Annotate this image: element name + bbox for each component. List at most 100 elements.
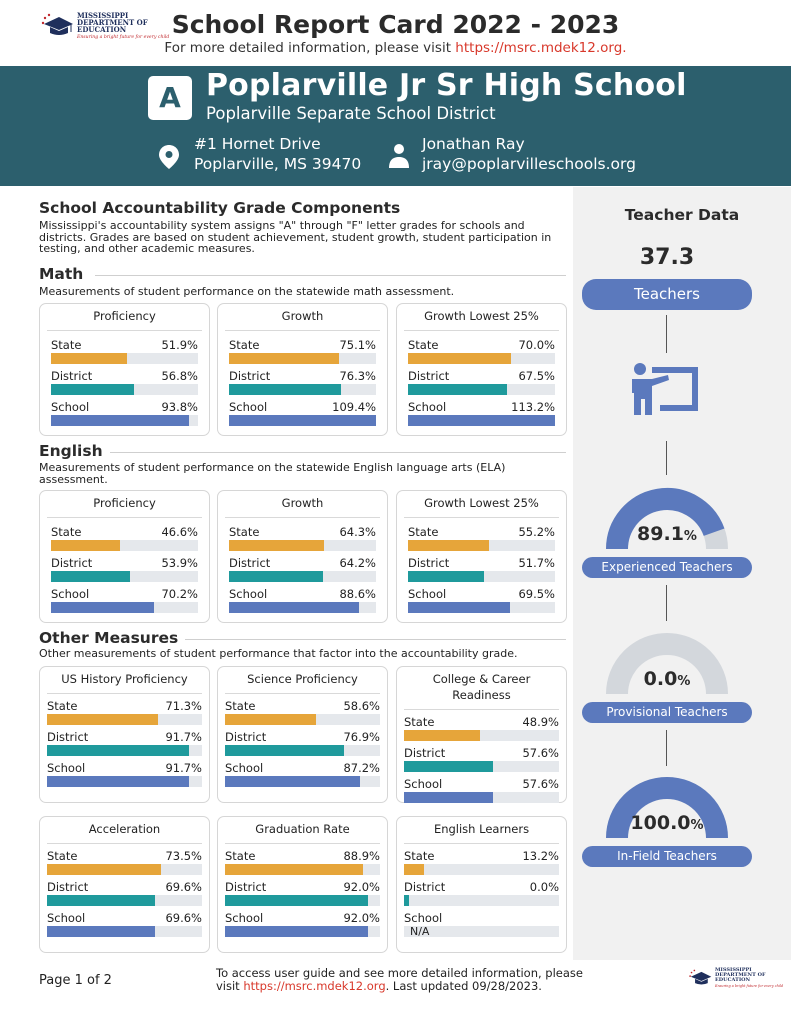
group-title: English [39,442,103,460]
school-bar-track [47,926,202,937]
metric-card-title: Growth [281,309,324,323]
gauge-chart [606,777,728,839]
metric-card-title: Proficiency [93,496,156,510]
gauge-fill [606,488,725,550]
district-value: 64.2% [339,556,376,570]
gauge-value: 89.1% [573,523,761,545]
gauge-fill [606,777,728,839]
district-bar [404,895,409,906]
school-value: 57.6% [522,777,559,791]
state-value: 88.9% [343,849,380,863]
district-value: 56.8% [161,369,198,383]
state-label: State [225,849,256,863]
footer-prefix: visit [216,979,244,993]
state-label: State [47,699,78,713]
school-label: School [47,761,86,775]
district-bar [408,571,484,582]
gauge-track [606,633,728,695]
district-label: District [47,880,89,894]
school-bar [229,415,376,426]
district-bar [408,384,508,395]
teacher-presenting-icon [632,363,698,415]
metric-card: Growth State 75.1% District 76.3% School 109.4… [217,303,388,436]
district-value: 53.9% [161,556,198,570]
school-bar-track [408,415,555,426]
state-bar-track [47,714,202,725]
state-label: State [51,525,82,539]
logo-line-2: DEPARTMENT OF [77,18,148,27]
state-bar-track [225,864,380,875]
group-divider [110,452,566,453]
school-bar [408,415,555,426]
metric-card-title: Growth Lowest 25% [424,309,539,323]
card-divider [225,330,380,331]
school-bar [225,776,361,787]
state-value: 58.6% [343,699,380,713]
metric-card: Growth Lowest 25% State 70.0% District 67.5%… [396,303,567,436]
school-value: 93.8% [161,400,198,414]
state-bar-track [408,540,555,551]
state-bar-track [225,714,380,725]
state-bar [404,730,480,741]
state-bar [229,540,324,551]
card-divider [225,693,380,694]
footer-text: To access user guide and see more detail… [216,967,636,993]
group-description: Other measurements of student performanc… [39,647,518,660]
district-bar-track [229,384,376,395]
district-bar [229,384,342,395]
gauge-percent-sign: % [677,674,691,689]
district-value: 57.6% [522,746,559,760]
footer-msrc-link[interactable]: https://msrc.mdek12.org [243,979,386,993]
district-label: District [229,556,271,570]
address-line-1: #1 Hornet Drive [194,135,321,153]
district-label: District [51,556,93,570]
school-value: 69.6% [165,911,202,925]
district-value: 0.0% [529,880,559,894]
gauge-percent-sign: % [690,818,704,833]
contact-email[interactable]: jray@poplarvilleschools.org [422,155,636,173]
district-label: District [229,369,271,383]
card-divider [47,330,202,331]
connector-line [666,315,667,353]
district-value: 67.5% [518,369,555,383]
metric-card: Science Proficiency State 58.6% District 76.… [217,666,388,803]
school-bar [229,602,360,613]
state-label: State [229,338,260,352]
school-label: School [404,777,443,791]
msrc-link[interactable]: https://msrc.mdek12.org. [455,40,627,56]
metric-card: Graduation Rate State 88.9% District 92.0% Sc… [217,816,388,953]
metric-card-title: US History Proficiency [61,672,188,686]
district-bar-track [225,745,380,756]
school-bar [225,926,368,937]
metric-card: Growth Lowest 25% State 55.2% District 51.7%… [396,490,567,623]
state-bar-track [404,864,559,875]
connector-line [666,585,667,621]
state-bar-track [47,864,202,875]
teacher-count: 37.3 [639,245,695,270]
district-label: District [51,369,93,383]
person-icon [389,144,409,168]
school-bar-track [51,602,198,613]
school-value: 109.4% [332,400,376,414]
state-value: 55.2% [518,525,555,539]
district-bar [229,571,324,582]
school-label: School [47,911,86,925]
district-label: District [225,880,267,894]
connector-line [666,730,667,766]
gauge-number: 0.0 [643,668,678,690]
gauge-label: Experienced Teachers [582,557,752,578]
school-value: 88.6% [339,587,376,601]
school-label: School [229,587,268,601]
teachers-label: Teachers [582,279,752,310]
district-bar [225,745,345,756]
school-value: 92.0% [343,911,380,925]
district-label: District [47,730,89,744]
state-value: 13.2% [522,849,559,863]
state-bar [225,714,316,725]
metric-card-title: English Learners [433,822,530,836]
group-divider [95,275,566,276]
logo-line-1: MISSISSIPPI [77,11,129,20]
district-bar [47,895,155,906]
school-value: 87.2% [343,761,380,775]
district-bar-track [404,761,559,772]
